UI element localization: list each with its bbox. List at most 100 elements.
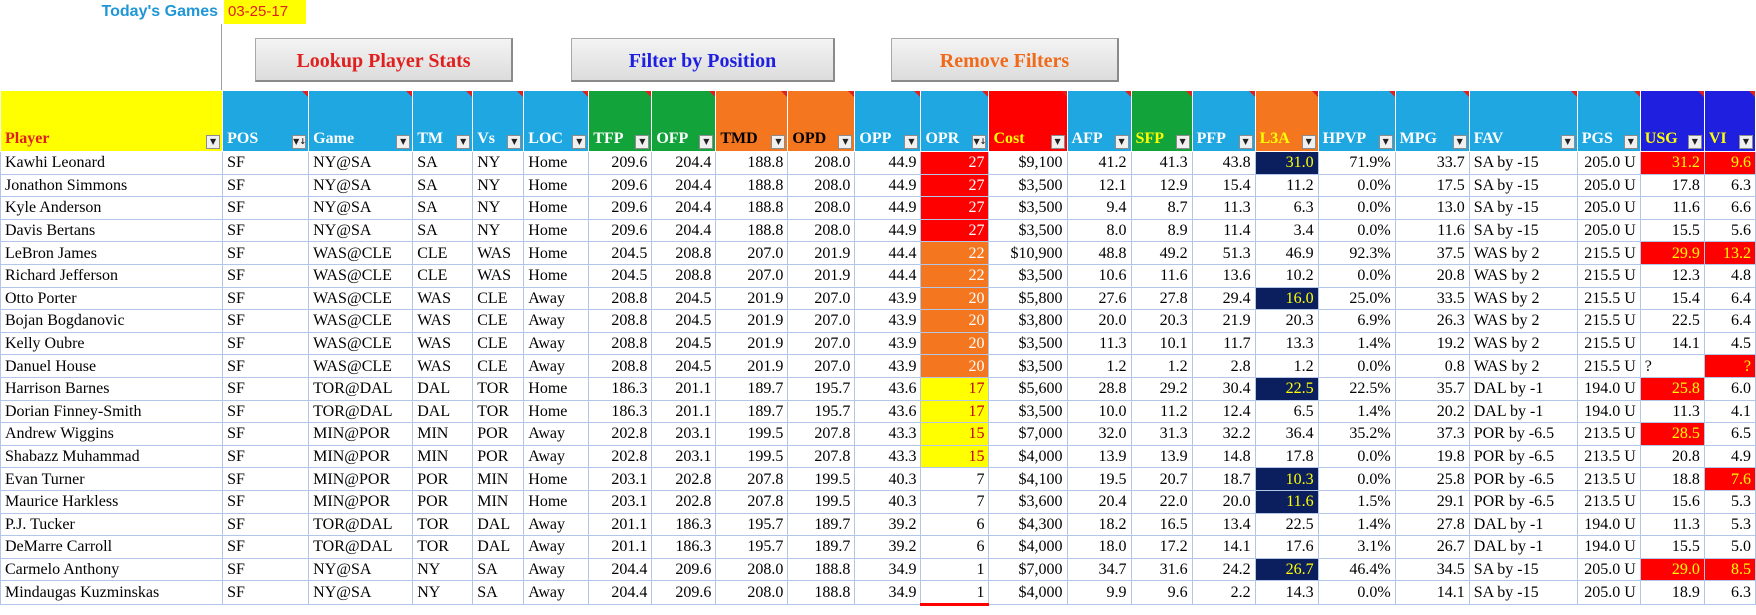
cell-pgs[interactable]: 215.5 U: [1576, 331, 1641, 356]
cell-vs[interactable]: MIN: [472, 489, 525, 514]
cell-afp[interactable]: 19.5: [1066, 467, 1132, 491]
cell-fav[interactable]: SA by -15: [1468, 151, 1578, 175]
cell-tm[interactable]: DAL: [412, 399, 474, 424]
cell-tmd[interactable]: 188.8: [715, 196, 789, 220]
cell-cost[interactable]: $3,600: [988, 489, 1068, 514]
cell-vi[interactable]: 6.3: [1703, 173, 1756, 198]
cell-tmd[interactable]: 188.8: [715, 173, 789, 198]
cell-opr[interactable]: 22: [920, 263, 990, 288]
cell-loc[interactable]: Home: [523, 241, 590, 265]
cell-cost[interactable]: $7,000: [988, 422, 1068, 446]
cell-pos[interactable]: SF: [222, 286, 310, 311]
cell-cost[interactable]: $3,500: [988, 263, 1068, 288]
cell-hpvp[interactable]: 1.4%: [1317, 399, 1396, 424]
cell-tm[interactable]: TOR: [412, 535, 474, 559]
cell-tm[interactable]: DAL: [412, 376, 474, 401]
cell-fav[interactable]: POR by -6.5: [1468, 467, 1578, 491]
cell-vs[interactable]: NY: [472, 173, 525, 198]
cell-hpvp[interactable]: 1.4%: [1317, 331, 1396, 356]
cell-loc[interactable]: Home: [523, 196, 590, 220]
cell-pfp[interactable]: 14.8: [1191, 444, 1256, 469]
cell-tmd[interactable]: 189.7: [715, 376, 789, 401]
cell-usg[interactable]: 12.3: [1639, 263, 1705, 288]
cell-l3a[interactable]: 17.8: [1254, 444, 1319, 469]
cell-tmd[interactable]: 201.9: [715, 354, 789, 378]
cell-pfp[interactable]: 24.2: [1191, 557, 1256, 582]
cell-vs[interactable]: CLE: [472, 286, 525, 311]
filter-dropdown-icon[interactable]: ▼: [206, 135, 221, 149]
cell-player[interactable]: Jonathon Simmons: [0, 173, 224, 198]
cell-afp[interactable]: 20.0: [1066, 309, 1132, 333]
cell-ofp[interactable]: 203.1: [651, 422, 717, 446]
cell-l3a[interactable]: 26.7: [1254, 557, 1319, 582]
table-row[interactable]: Evan Turner SF MIN@POR POR MIN Home 203.1 202.8…: [0, 467, 1756, 491]
cell-player[interactable]: Kawhi Leonard: [0, 151, 224, 175]
cell-pfp[interactable]: 13.4: [1191, 512, 1256, 537]
cell-ofp[interactable]: 203.1: [651, 444, 717, 469]
cell-hpvp[interactable]: 92.3%: [1317, 241, 1396, 265]
cell-loc[interactable]: Home: [523, 173, 590, 198]
cell-pgs[interactable]: 215.5 U: [1576, 354, 1641, 378]
table-row[interactable]: Bojan Bogdanovic SF WAS@CLE WAS CLE Away 208.8…: [0, 309, 1756, 333]
cell-opr[interactable]: 27: [920, 196, 990, 220]
cell-pfp[interactable]: 12.4: [1191, 399, 1256, 424]
cell-afp[interactable]: 12.1: [1066, 173, 1132, 198]
cell-sfp[interactable]: 27.8: [1130, 286, 1193, 311]
filter-dropdown-icon[interactable]: ▼: [1687, 135, 1702, 149]
cell-opp[interactable]: 44.9: [854, 173, 922, 198]
cell-tm[interactable]: TOR: [412, 512, 474, 537]
cell-cost[interactable]: $10,900: [988, 241, 1068, 265]
cell-vi[interactable]: 6.6: [1703, 196, 1756, 220]
cell-ofp[interactable]: 204.4: [651, 151, 717, 175]
filter-dropdown-icon[interactable]: ▼: [1378, 135, 1393, 149]
cell-sfp[interactable]: 41.3: [1130, 151, 1193, 175]
filter-dropdown-icon[interactable]: ▼: [1114, 135, 1129, 149]
table-row[interactable]: Kelly Oubre SF WAS@CLE WAS CLE Away 208.8 204.5…: [0, 331, 1756, 356]
cell-pfp[interactable]: 20.0: [1191, 489, 1256, 514]
cell-afp[interactable]: 34.7: [1066, 557, 1132, 582]
cell-tfp[interactable]: 208.8: [588, 331, 653, 356]
cell-game[interactable]: TOR@DAL: [308, 399, 414, 424]
cell-usg[interactable]: 15.5: [1639, 218, 1705, 243]
cell-vs[interactable]: TOR: [472, 399, 525, 424]
cell-hpvp[interactable]: 0.0%: [1317, 263, 1396, 288]
table-row[interactable]: Kawhi Leonard SF NY@SA SA NY Home 209.6 204.4 18…: [0, 151, 1756, 175]
cell-afp[interactable]: 10.0: [1066, 399, 1132, 424]
cell-fav[interactable]: WAS by 2: [1468, 263, 1578, 288]
cell-fav[interactable]: DAL by -1: [1468, 399, 1578, 424]
cell-loc[interactable]: Away: [523, 512, 590, 537]
cell-opd[interactable]: 207.0: [787, 309, 856, 333]
cell-cost[interactable]: $9,100: [988, 151, 1068, 175]
cell-hpvp[interactable]: 0.0%: [1317, 444, 1396, 469]
cell-player[interactable]: Otto Porter: [0, 286, 224, 311]
cell-ofp[interactable]: 204.4: [651, 173, 717, 198]
cell-tm[interactable]: WAS: [412, 286, 474, 311]
cell-tmd[interactable]: 188.8: [715, 151, 789, 175]
cell-opd[interactable]: 199.5: [787, 467, 856, 491]
cell-opr[interactable]: 22: [920, 241, 990, 265]
cell-tm[interactable]: NY: [412, 557, 474, 582]
cell-afp[interactable]: 18.2: [1066, 512, 1132, 537]
cell-tmd[interactable]: 199.5: [715, 422, 789, 446]
cell-opd[interactable]: 199.5: [787, 489, 856, 514]
cell-afp[interactable]: 9.4: [1066, 196, 1132, 220]
cell-mpg[interactable]: 34.5: [1394, 557, 1470, 582]
cell-mpg[interactable]: 13.0: [1394, 196, 1470, 220]
cell-tfp[interactable]: 203.1: [588, 467, 653, 491]
table-row[interactable]: Dorian Finney-Smith SF TOR@DAL DAL TOR Home 18…: [0, 399, 1756, 424]
cell-afp[interactable]: 9.9: [1066, 580, 1132, 605]
cell-ofp[interactable]: 209.6: [651, 557, 717, 582]
cell-cost[interactable]: $5,800: [988, 286, 1068, 311]
cell-player[interactable]: Maurice Harkless: [0, 489, 224, 514]
cell-sfp[interactable]: 13.9: [1130, 444, 1193, 469]
cell-opr[interactable]: 6: [920, 535, 990, 559]
cell-tm[interactable]: WAS: [412, 331, 474, 356]
cell-player[interactable]: Andrew Wiggins: [0, 422, 224, 446]
cell-mpg[interactable]: 14.1: [1394, 580, 1470, 605]
cell-pgs[interactable]: 194.0 U: [1576, 512, 1641, 537]
cell-game[interactable]: TOR@DAL: [308, 376, 414, 401]
cell-player[interactable]: P.J. Tucker: [0, 512, 224, 537]
cell-hpvp[interactable]: 1.4%: [1317, 512, 1396, 537]
cell-pgs[interactable]: 213.5 U: [1576, 444, 1641, 469]
cell-vs[interactable]: NY: [472, 151, 525, 175]
